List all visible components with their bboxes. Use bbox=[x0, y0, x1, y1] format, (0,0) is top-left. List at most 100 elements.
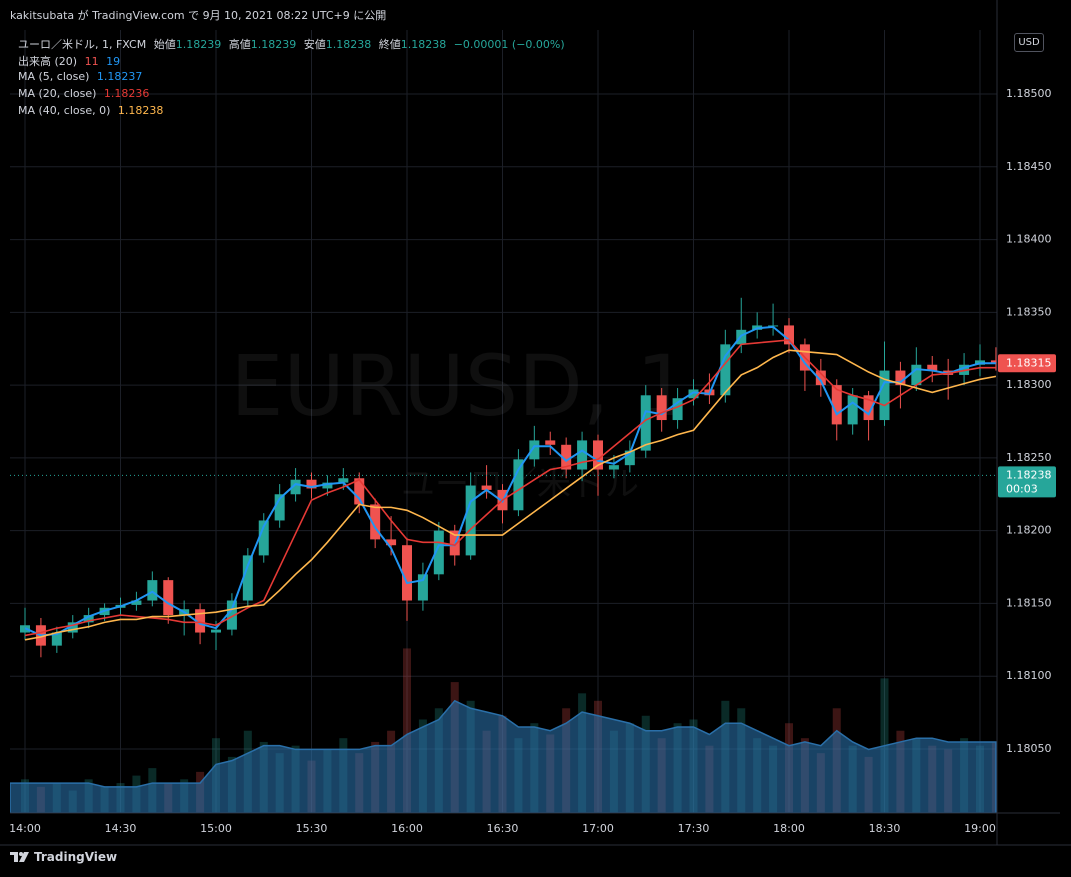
ma-name: MA (40, close, 0) bbox=[18, 104, 111, 117]
candle-body bbox=[688, 389, 699, 399]
candle-body bbox=[306, 479, 317, 489]
candle-body bbox=[672, 398, 683, 421]
candle-body bbox=[577, 440, 588, 470]
candle-body bbox=[895, 370, 906, 386]
y-tick-label: 1.18150 bbox=[1006, 596, 1052, 609]
ma-lines bbox=[10, 325, 997, 641]
ohlc-label: 安値 bbox=[303, 38, 326, 51]
candle-body bbox=[370, 504, 381, 540]
ma-value: 1.18237 bbox=[96, 70, 143, 83]
ohlc-value: 1.18238 bbox=[325, 38, 372, 51]
change: −0.00001 (−0.00%) bbox=[453, 38, 565, 51]
candle-body bbox=[608, 465, 619, 470]
volume-ma-value: 19 bbox=[106, 55, 121, 68]
candle-body bbox=[402, 545, 412, 601]
candle-body bbox=[465, 485, 476, 556]
ma-value: 1.18238 bbox=[117, 104, 164, 117]
volume-name: 出来高 (20) bbox=[18, 55, 78, 68]
candle-body bbox=[163, 580, 174, 616]
x-tick-label: 15:30 bbox=[296, 822, 328, 835]
ma-name: MA (20, close) bbox=[18, 87, 97, 100]
candle-body bbox=[386, 539, 397, 546]
volume-value: 11 bbox=[84, 55, 99, 68]
x-tick-label: 14:00 bbox=[9, 822, 41, 835]
candle-body bbox=[195, 609, 206, 633]
candle-body bbox=[863, 395, 874, 421]
candle-body bbox=[433, 530, 444, 575]
candle-body bbox=[51, 632, 62, 646]
y-tick-label: 1.18050 bbox=[1006, 742, 1052, 755]
volume-legend: 出来高 (20) 11 19 bbox=[18, 53, 124, 69]
countdown-label: 00:03 bbox=[1006, 482, 1038, 495]
ohlc-label: 高値 bbox=[228, 38, 251, 51]
watermark-symbol: EURUSD, 1 bbox=[230, 337, 689, 435]
candle-body bbox=[847, 395, 858, 425]
y-tick-label: 1.18100 bbox=[1006, 669, 1052, 682]
last-price-box bbox=[998, 354, 1056, 373]
y-tick-label: 1.18200 bbox=[1006, 524, 1052, 537]
x-tick-label: 17:30 bbox=[678, 822, 710, 835]
currency-button[interactable]: USD bbox=[1014, 33, 1044, 52]
y-tick-label: 1.18500 bbox=[1006, 87, 1052, 100]
y-tick-label: 1.18400 bbox=[1006, 233, 1052, 246]
x-tick-label: 18:30 bbox=[869, 822, 901, 835]
candle-body bbox=[481, 485, 492, 490]
symbol-legend: ユーロ／米ドル, 1, FXCM 始値1.18239 高値1.18239 安値1… bbox=[18, 36, 569, 52]
candle-body bbox=[927, 364, 938, 371]
price-line-label: 1.18238 bbox=[1006, 468, 1052, 481]
axes: 1.18500 1.18450 1.18400 1.18350 1.18300 1.182… bbox=[9, 87, 1056, 835]
x-tick-label: 16:00 bbox=[391, 822, 423, 835]
ma-line bbox=[24, 349, 997, 641]
candle-body bbox=[131, 600, 142, 605]
x-tick-label: 15:00 bbox=[200, 822, 232, 835]
x-tick-label: 16:30 bbox=[487, 822, 519, 835]
candle-body bbox=[322, 482, 333, 489]
ma-legend: MA (40, close, 0) 1.18238 bbox=[18, 104, 167, 117]
ma-line bbox=[24, 339, 996, 637]
ma-name: MA (5, close) bbox=[18, 70, 90, 83]
candle-body bbox=[561, 444, 572, 470]
y-tick-label: 1.18450 bbox=[1006, 160, 1052, 173]
candle-body bbox=[354, 478, 365, 505]
candle-body bbox=[656, 395, 667, 421]
candle-body bbox=[83, 615, 94, 623]
candle-body bbox=[242, 555, 253, 601]
candle-body bbox=[720, 344, 731, 396]
volume-pane bbox=[10, 648, 997, 813]
x-tick-label: 17:00 bbox=[582, 822, 614, 835]
symbol-title: ユーロ／米ドル, 1, FXCM bbox=[18, 38, 147, 51]
candle-body bbox=[290, 479, 301, 495]
footer: TradingView bbox=[10, 850, 117, 864]
candle-body bbox=[67, 622, 78, 633]
candle-body bbox=[274, 494, 285, 521]
x-tick-label: 18:00 bbox=[773, 822, 805, 835]
ohlc-label: 終値 bbox=[378, 38, 401, 51]
candle-body bbox=[529, 440, 540, 460]
y-tick-label: 1.18350 bbox=[1006, 305, 1052, 318]
candle-body bbox=[640, 395, 651, 451]
ohlc-value: 1.18238 bbox=[400, 38, 447, 51]
ohlc-value: 1.18239 bbox=[250, 38, 297, 51]
header-text: kakitsubata が TradingView.com で 9月 10, 2… bbox=[10, 9, 387, 22]
volume-ma-area bbox=[10, 699, 997, 813]
ohlc-value: 1.18239 bbox=[175, 38, 222, 51]
last-price-label: 1.18315 bbox=[1006, 356, 1052, 369]
brand-logo bbox=[10, 852, 29, 862]
candle-body bbox=[226, 600, 237, 630]
candle-body bbox=[258, 520, 269, 556]
candle-body bbox=[338, 478, 349, 483]
x-tick-label: 14:30 bbox=[105, 822, 137, 835]
ma-legend: MA (20, close) 1.18236 bbox=[18, 87, 153, 100]
x-tick-label: 19:00 bbox=[964, 822, 996, 835]
candle-body bbox=[990, 360, 997, 364]
candle-body bbox=[624, 450, 635, 466]
candle-body bbox=[545, 440, 556, 445]
ma-legend: MA (5, close) 1.18237 bbox=[18, 70, 146, 83]
candle-body bbox=[417, 574, 428, 601]
brand-name: TradingView bbox=[34, 850, 118, 864]
candle-body bbox=[784, 325, 794, 345]
y-tick-label: 1.18300 bbox=[1006, 378, 1052, 391]
ma-value: 1.18236 bbox=[103, 87, 150, 100]
price-line-box bbox=[998, 466, 1056, 498]
